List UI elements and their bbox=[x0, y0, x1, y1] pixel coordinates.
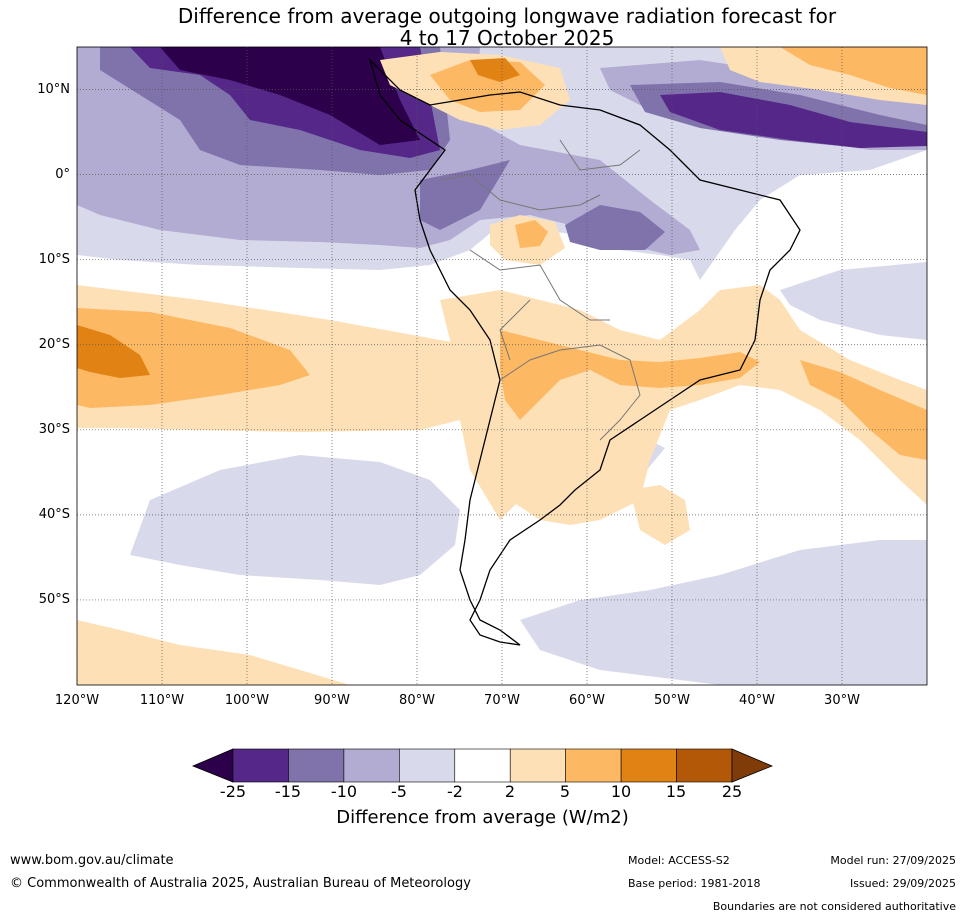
anomaly-region bbox=[565, 205, 665, 250]
lon-label-30w: 30°W bbox=[824, 693, 860, 708]
boundaries-note: Boundaries are not considered authoritat… bbox=[712, 900, 956, 913]
lat-label-20s: 20°S bbox=[38, 337, 70, 352]
south-america-coastline bbox=[368, 57, 801, 646]
colorbar-tick: 25 bbox=[721, 782, 743, 801]
anomaly-region bbox=[780, 262, 927, 340]
lat-label-10n: 10°N bbox=[37, 82, 70, 97]
lon-label-40w: 40°W bbox=[739, 693, 775, 708]
colorbar-tick: -25 bbox=[219, 782, 247, 801]
colorbar-label: Difference from average (W/m2) bbox=[336, 807, 629, 828]
lon-label-110w: 110°W bbox=[139, 693, 185, 708]
lon-label-80w: 80°W bbox=[399, 693, 435, 708]
anomaly-region bbox=[130, 455, 460, 585]
anomaly-region bbox=[77, 325, 150, 378]
anomaly-region bbox=[800, 360, 927, 460]
colorbar-tick: -5 bbox=[391, 782, 407, 801]
colorbar-tick: 10 bbox=[610, 782, 632, 801]
lon-label-90w: 90°W bbox=[314, 693, 350, 708]
anomaly-region bbox=[77, 620, 350, 685]
map-title-line2: 4 to 17 October 2025 bbox=[399, 26, 615, 50]
colorbar-tick: -15 bbox=[274, 782, 302, 801]
lon-label-60w: 60°W bbox=[569, 693, 605, 708]
colorbar-arrow-low bbox=[191, 748, 234, 783]
lat-label-50s: 50°S bbox=[38, 592, 70, 607]
colorbar-tick: -2 bbox=[447, 782, 463, 801]
anomaly-region bbox=[160, 47, 420, 145]
map-frame bbox=[76, 46, 928, 686]
anomaly-region bbox=[520, 540, 927, 685]
anomaly-region bbox=[780, 47, 927, 95]
colorbar-tick: 5 bbox=[559, 782, 571, 801]
anomaly-region bbox=[470, 58, 520, 82]
anomaly-region bbox=[440, 285, 927, 525]
model-run-text: Model run: 27/09/2025 bbox=[830, 854, 956, 867]
lon-label-100w: 100°W bbox=[224, 693, 270, 708]
colorbar-swatch bbox=[343, 748, 400, 783]
anomaly-region bbox=[660, 92, 927, 148]
colorbar-swatch bbox=[676, 748, 733, 783]
colorbar-swatch bbox=[288, 748, 345, 783]
colorbar-tick: 15 bbox=[665, 782, 687, 801]
anomaly-region bbox=[630, 485, 690, 545]
anomaly-region bbox=[515, 220, 548, 248]
colorbar-tick: -10 bbox=[330, 782, 358, 801]
colorbar-arrow-high bbox=[731, 748, 774, 783]
colorbar bbox=[191, 748, 774, 783]
colorbar-swatch bbox=[509, 748, 566, 783]
anomaly-region bbox=[77, 308, 310, 408]
colorbar-swatch bbox=[454, 748, 511, 783]
colorbar-swatch bbox=[620, 748, 677, 783]
lon-label-70w: 70°W bbox=[484, 693, 520, 708]
lat-label-40s: 40°S bbox=[38, 507, 70, 522]
issued-text: Issued: 29/09/2025 bbox=[849, 877, 956, 890]
map-title-line1: Difference from average outgoing longwav… bbox=[177, 4, 837, 28]
lat-label-0: 0° bbox=[55, 167, 70, 182]
lon-label-50w: 50°W bbox=[654, 693, 690, 708]
colorbar-swatch bbox=[565, 748, 622, 783]
country-border bbox=[439, 139, 641, 441]
anomaly-region bbox=[500, 330, 760, 420]
anomaly-region bbox=[420, 160, 510, 230]
graticule bbox=[77, 47, 927, 685]
lat-label-10s: 10°S bbox=[38, 252, 70, 267]
lon-label-120w: 120°W bbox=[54, 693, 100, 708]
colorbar-swatch bbox=[232, 748, 289, 783]
model-text: Model: ACCESS-S2 bbox=[628, 854, 730, 867]
lat-label-30s: 30°S bbox=[38, 422, 70, 437]
base-period-text: Base period: 1981-2018 bbox=[628, 877, 761, 890]
colorbar-swatch bbox=[399, 748, 456, 783]
website-link[interactable]: www.bom.gov.au/climate bbox=[10, 853, 174, 868]
copyright-text: © Commonwealth of Australia 2025, Austra… bbox=[10, 876, 471, 891]
colorbar-tick: 2 bbox=[504, 782, 516, 801]
